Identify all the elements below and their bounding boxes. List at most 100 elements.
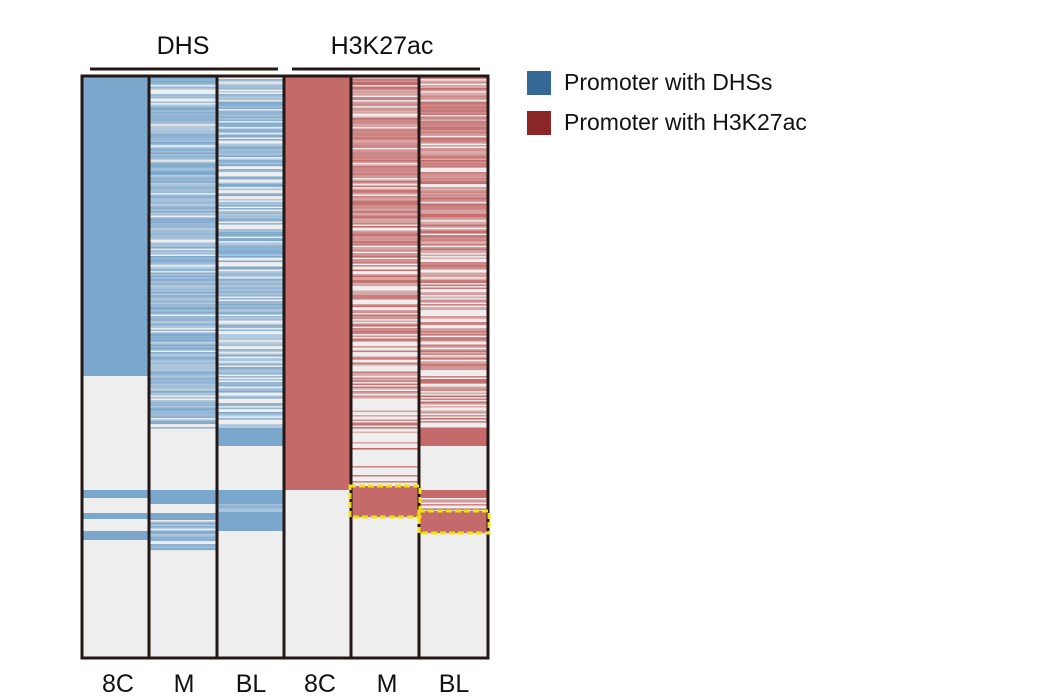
- dhs-bl-stripe: [217, 367, 284, 369]
- h3k27ac-m-stripe: [351, 125, 419, 128]
- dhs-bl-stripe: [217, 358, 284, 360]
- h3k27ac-m-stripe: [351, 212, 419, 215]
- h3k27ac-m-stripe: [351, 143, 419, 146]
- dhs-bl-stripe: [217, 79, 284, 81]
- dhs-m-stripe: [149, 305, 217, 308]
- h3k27ac-bl-stripe: [419, 504, 488, 506]
- h3k27ac-bl-stripe: [419, 187, 488, 189]
- dhs-bl-stripe: [217, 278, 284, 281]
- h3k27ac-m-stripe: [351, 80, 419, 83]
- h3k27ac-m-stripe: [351, 323, 419, 326]
- dhs-bl-stripe: [217, 260, 284, 263]
- h3k27ac-m-stripe: [351, 269, 419, 272]
- h3k27ac-m-stripe: [351, 133, 419, 135]
- dhs-m-stripe: [149, 332, 217, 335]
- dhs-bl-stripe: [217, 505, 284, 508]
- dhs-m-stripe: [149, 128, 217, 131]
- dhs-m-stripe: [149, 97, 217, 99]
- dhs-bl-stripe: [217, 304, 284, 306]
- h3k27ac-bl-stripe: [419, 80, 488, 83]
- h3k27ac-bl-stripe: [419, 349, 488, 351]
- dhs-m-stripe: [149, 364, 217, 366]
- dhs-m-stripe: [149, 235, 217, 237]
- dhs-m-stripe: [149, 173, 217, 176]
- dhs-m-stripe: [149, 347, 217, 350]
- h3k27ac-m-stripe: [351, 176, 419, 179]
- dhs-bl-stripe: [217, 136, 284, 138]
- h3k27ac-m-stripe: [351, 191, 419, 194]
- h3k27ac-bl-stripe: [419, 218, 488, 221]
- dhs-m-stripe: [149, 170, 217, 173]
- h3k27ac-m-band: [351, 486, 419, 517]
- dhs-m-stripe: [149, 220, 217, 222]
- dhs-bl-stripe: [217, 230, 284, 233]
- h3k27ac-bl-stripe: [419, 392, 488, 395]
- dhs-bl-stripe: [217, 130, 284, 132]
- dhs-bl-stripe: [217, 146, 284, 149]
- dhs-bl-stripe: [217, 113, 284, 116]
- dhs-bl-stripe: [217, 395, 284, 398]
- dhs-bl-stripe: [217, 310, 284, 312]
- h3k27ac-bl-stripe: [419, 181, 488, 183]
- dhs-m-stripe: [149, 373, 217, 375]
- h3k27ac-m-stripe: [351, 232, 419, 234]
- h3k27ac-m-stripe: [351, 121, 419, 123]
- dhs-bl-stripe: [217, 266, 284, 269]
- dhs-bl-stripe: [217, 182, 284, 185]
- dhs-m-stripe: [149, 242, 217, 245]
- dhs-bl-stripe: [217, 145, 284, 147]
- dhs-m-stripe: [149, 524, 217, 527]
- dhs-m-stripe: [149, 268, 217, 270]
- h3k27ac-bl-stripe: [419, 278, 488, 281]
- h3k27ac-bl-stripe: [419, 190, 488, 192]
- dhs-m-stripe: [149, 139, 217, 141]
- dhs-bl-stripe: [217, 112, 284, 114]
- h3k27ac-bl-stripe: [419, 250, 488, 252]
- dhs-bl-stripe: [217, 319, 284, 321]
- dhs-m-stripe: [149, 122, 217, 125]
- dhs-m-stripe: [149, 155, 217, 158]
- h3k27ac-bl-stripe: [419, 358, 488, 360]
- h3k27ac-m-stripe: [351, 380, 419, 383]
- dhs-m-stripe: [149, 401, 217, 404]
- h3k27ac-bl-stripe: [419, 322, 488, 324]
- h3k27ac-bl-stripe: [419, 364, 488, 366]
- h3k27ac-m-stripe: [351, 392, 419, 395]
- dhs-bl-stripe: [217, 98, 284, 101]
- h3k27ac-m-stripe: [351, 142, 419, 144]
- dhs-bl-stripe: [217, 194, 284, 197]
- h3k27ac-m-stripe: [351, 82, 419, 84]
- dhs-m-stripe: [149, 547, 217, 549]
- h3k27ac-m-stripe: [351, 325, 419, 327]
- h3k27ac-m-stripe: [351, 262, 419, 264]
- h3k27ac-m-stripe: [351, 188, 419, 191]
- h3k27ac-m-stripe: [351, 193, 419, 195]
- dhs-bl-stripe: [217, 359, 284, 362]
- dhs-bl-stripe: [217, 199, 284, 201]
- h3k27ac-m-stripe: [351, 209, 419, 212]
- dhs-m-stripe: [149, 125, 217, 128]
- h3k27ac-m-stripe: [351, 134, 419, 137]
- h3k27ac-bl-stripe: [419, 212, 488, 215]
- dhs-bl-stripe: [217, 124, 284, 126]
- h3k27ac-m-stripe: [351, 167, 419, 170]
- dhs-m-stripe: [149, 104, 217, 107]
- dhs-m-stripe: [149, 116, 217, 119]
- dhs-m-stripe: [149, 286, 217, 288]
- dhs-bl-stripe: [217, 510, 284, 512]
- h3k27ac-m-stripe: [351, 200, 419, 203]
- h3k27ac-bl-stripe: [419, 149, 488, 152]
- dhs-m-stripe: [149, 178, 217, 180]
- dhs-m-stripe: [149, 232, 217, 234]
- dhs-m-stripe: [149, 86, 217, 89]
- h3k27ac-m-stripe: [351, 419, 419, 422]
- h3k27ac-bl-stripe: [419, 224, 488, 227]
- dhs-m-stripe: [149, 88, 217, 90]
- h3k27ac-m-stripe: [351, 130, 419, 132]
- h3k27ac-m-stripe: [351, 391, 419, 393]
- h3k27ac-bl-stripe: [419, 272, 488, 275]
- h3k27ac-bl-stripe: [419, 388, 488, 390]
- h3k27ac-m-stripe: [351, 397, 419, 399]
- h3k27ac-bl-stripe: [419, 214, 488, 216]
- heatmap-panel: [80, 74, 490, 660]
